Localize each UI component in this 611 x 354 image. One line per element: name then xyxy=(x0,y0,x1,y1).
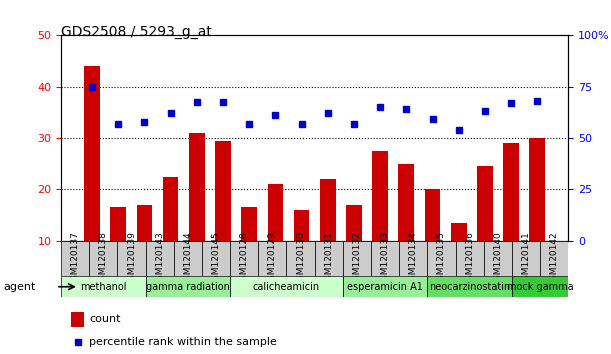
Text: GSM120133: GSM120133 xyxy=(381,231,390,286)
FancyBboxPatch shape xyxy=(230,241,258,276)
Bar xyxy=(398,164,414,292)
FancyBboxPatch shape xyxy=(258,241,287,276)
Text: GSM120145: GSM120145 xyxy=(211,231,221,286)
Text: GDS2508 / 5293_g_at: GDS2508 / 5293_g_at xyxy=(61,25,212,39)
Text: GSM120139: GSM120139 xyxy=(127,231,136,286)
Text: GSM120128: GSM120128 xyxy=(240,231,249,286)
FancyBboxPatch shape xyxy=(343,241,371,276)
Bar xyxy=(84,66,100,292)
Text: GSM120135: GSM120135 xyxy=(437,231,446,286)
FancyBboxPatch shape xyxy=(315,241,343,276)
Text: percentile rank within the sample: percentile rank within the sample xyxy=(89,337,277,347)
Bar xyxy=(241,207,257,292)
Bar xyxy=(294,210,309,292)
Text: methanol: methanol xyxy=(80,282,126,292)
Text: GSM120131: GSM120131 xyxy=(324,231,333,286)
Text: GSM120138: GSM120138 xyxy=(99,231,108,286)
Text: count: count xyxy=(89,314,120,324)
Text: GSM120132: GSM120132 xyxy=(353,231,362,286)
FancyBboxPatch shape xyxy=(202,241,230,276)
Bar xyxy=(71,312,84,327)
Text: GSM120142: GSM120142 xyxy=(550,231,558,286)
FancyBboxPatch shape xyxy=(61,241,89,276)
Text: GSM120137: GSM120137 xyxy=(71,231,79,286)
Bar xyxy=(477,166,493,292)
FancyBboxPatch shape xyxy=(512,276,568,297)
FancyBboxPatch shape xyxy=(512,241,540,276)
Bar xyxy=(372,151,388,292)
FancyBboxPatch shape xyxy=(371,241,399,276)
Bar xyxy=(111,207,126,292)
Bar xyxy=(268,184,284,292)
Bar xyxy=(451,223,467,292)
Text: GSM120129: GSM120129 xyxy=(268,231,277,286)
Bar xyxy=(530,138,545,292)
FancyBboxPatch shape xyxy=(287,241,315,276)
Bar xyxy=(503,143,519,292)
Text: GSM120141: GSM120141 xyxy=(521,231,530,286)
Bar xyxy=(136,205,152,292)
FancyBboxPatch shape xyxy=(174,241,202,276)
FancyBboxPatch shape xyxy=(89,241,117,276)
FancyBboxPatch shape xyxy=(427,276,512,297)
Text: GSM120134: GSM120134 xyxy=(409,231,418,286)
Bar xyxy=(425,189,441,292)
FancyBboxPatch shape xyxy=(484,241,512,276)
Bar xyxy=(320,179,335,292)
Text: calicheamicin: calicheamicin xyxy=(253,282,320,292)
FancyBboxPatch shape xyxy=(117,241,145,276)
Text: GSM120144: GSM120144 xyxy=(183,231,192,286)
Text: mock gamma: mock gamma xyxy=(507,282,573,292)
FancyBboxPatch shape xyxy=(427,241,456,276)
FancyBboxPatch shape xyxy=(230,276,343,297)
FancyBboxPatch shape xyxy=(145,241,174,276)
FancyBboxPatch shape xyxy=(540,241,568,276)
Bar xyxy=(215,141,231,292)
FancyBboxPatch shape xyxy=(61,276,145,297)
Text: esperamicin A1: esperamicin A1 xyxy=(347,282,423,292)
Text: GSM120136: GSM120136 xyxy=(465,231,474,286)
Bar xyxy=(346,205,362,292)
FancyBboxPatch shape xyxy=(343,276,427,297)
Text: gamma radiation: gamma radiation xyxy=(146,282,230,292)
FancyBboxPatch shape xyxy=(145,276,230,297)
Text: agent: agent xyxy=(3,282,35,292)
Text: GSM120140: GSM120140 xyxy=(493,231,502,286)
Bar xyxy=(163,177,178,292)
FancyBboxPatch shape xyxy=(399,241,427,276)
Text: GSM120130: GSM120130 xyxy=(296,231,305,286)
Text: GSM120143: GSM120143 xyxy=(155,231,164,286)
FancyBboxPatch shape xyxy=(456,241,484,276)
Bar xyxy=(189,133,205,292)
Text: neocarzinostatin: neocarzinostatin xyxy=(429,282,510,292)
